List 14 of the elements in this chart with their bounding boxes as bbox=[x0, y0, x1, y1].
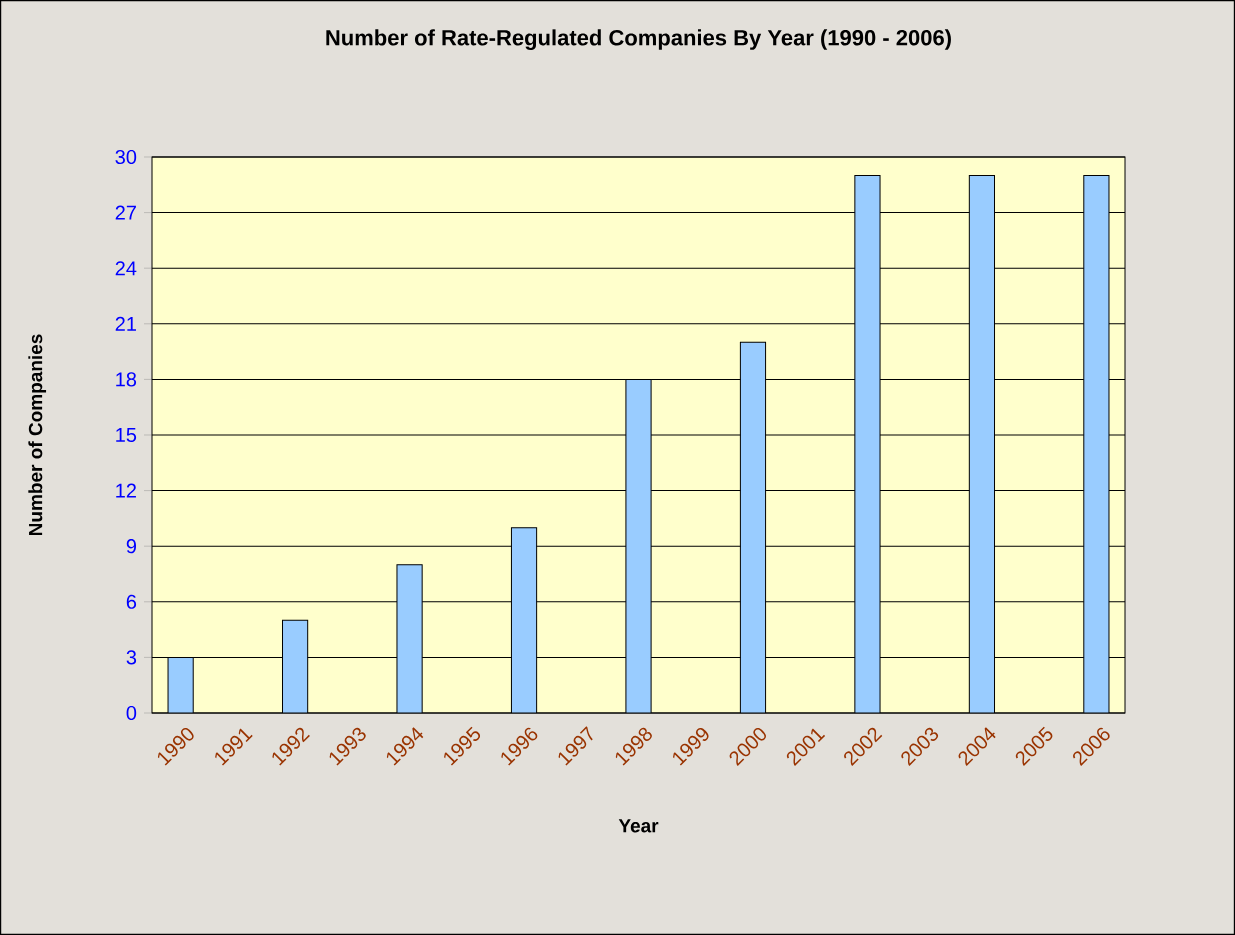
y-axis-title: Number of Companies bbox=[28, 334, 47, 536]
y-tick-label: 0 bbox=[126, 705, 137, 721]
y-tick-label: 12 bbox=[116, 483, 136, 498]
y-tick-label: 21 bbox=[115, 316, 136, 331]
y-tick-label: 3 bbox=[126, 650, 137, 665]
y-tick-label: 30 bbox=[115, 149, 137, 165]
y-tick-label: 6 bbox=[126, 594, 137, 609]
y-tick-label: 24 bbox=[115, 261, 137, 276]
chart-title: Number of Rate-Regulated Companies By Year (1990 - 2006) bbox=[326, 29, 951, 50]
y-tick-label: 15 bbox=[116, 428, 137, 442]
x-axis-title: Year bbox=[618, 819, 659, 833]
y-tick-label: 27 bbox=[115, 205, 136, 220]
y-tick-label: 9 bbox=[126, 539, 137, 554]
y-tick-label: 18 bbox=[116, 372, 137, 387]
